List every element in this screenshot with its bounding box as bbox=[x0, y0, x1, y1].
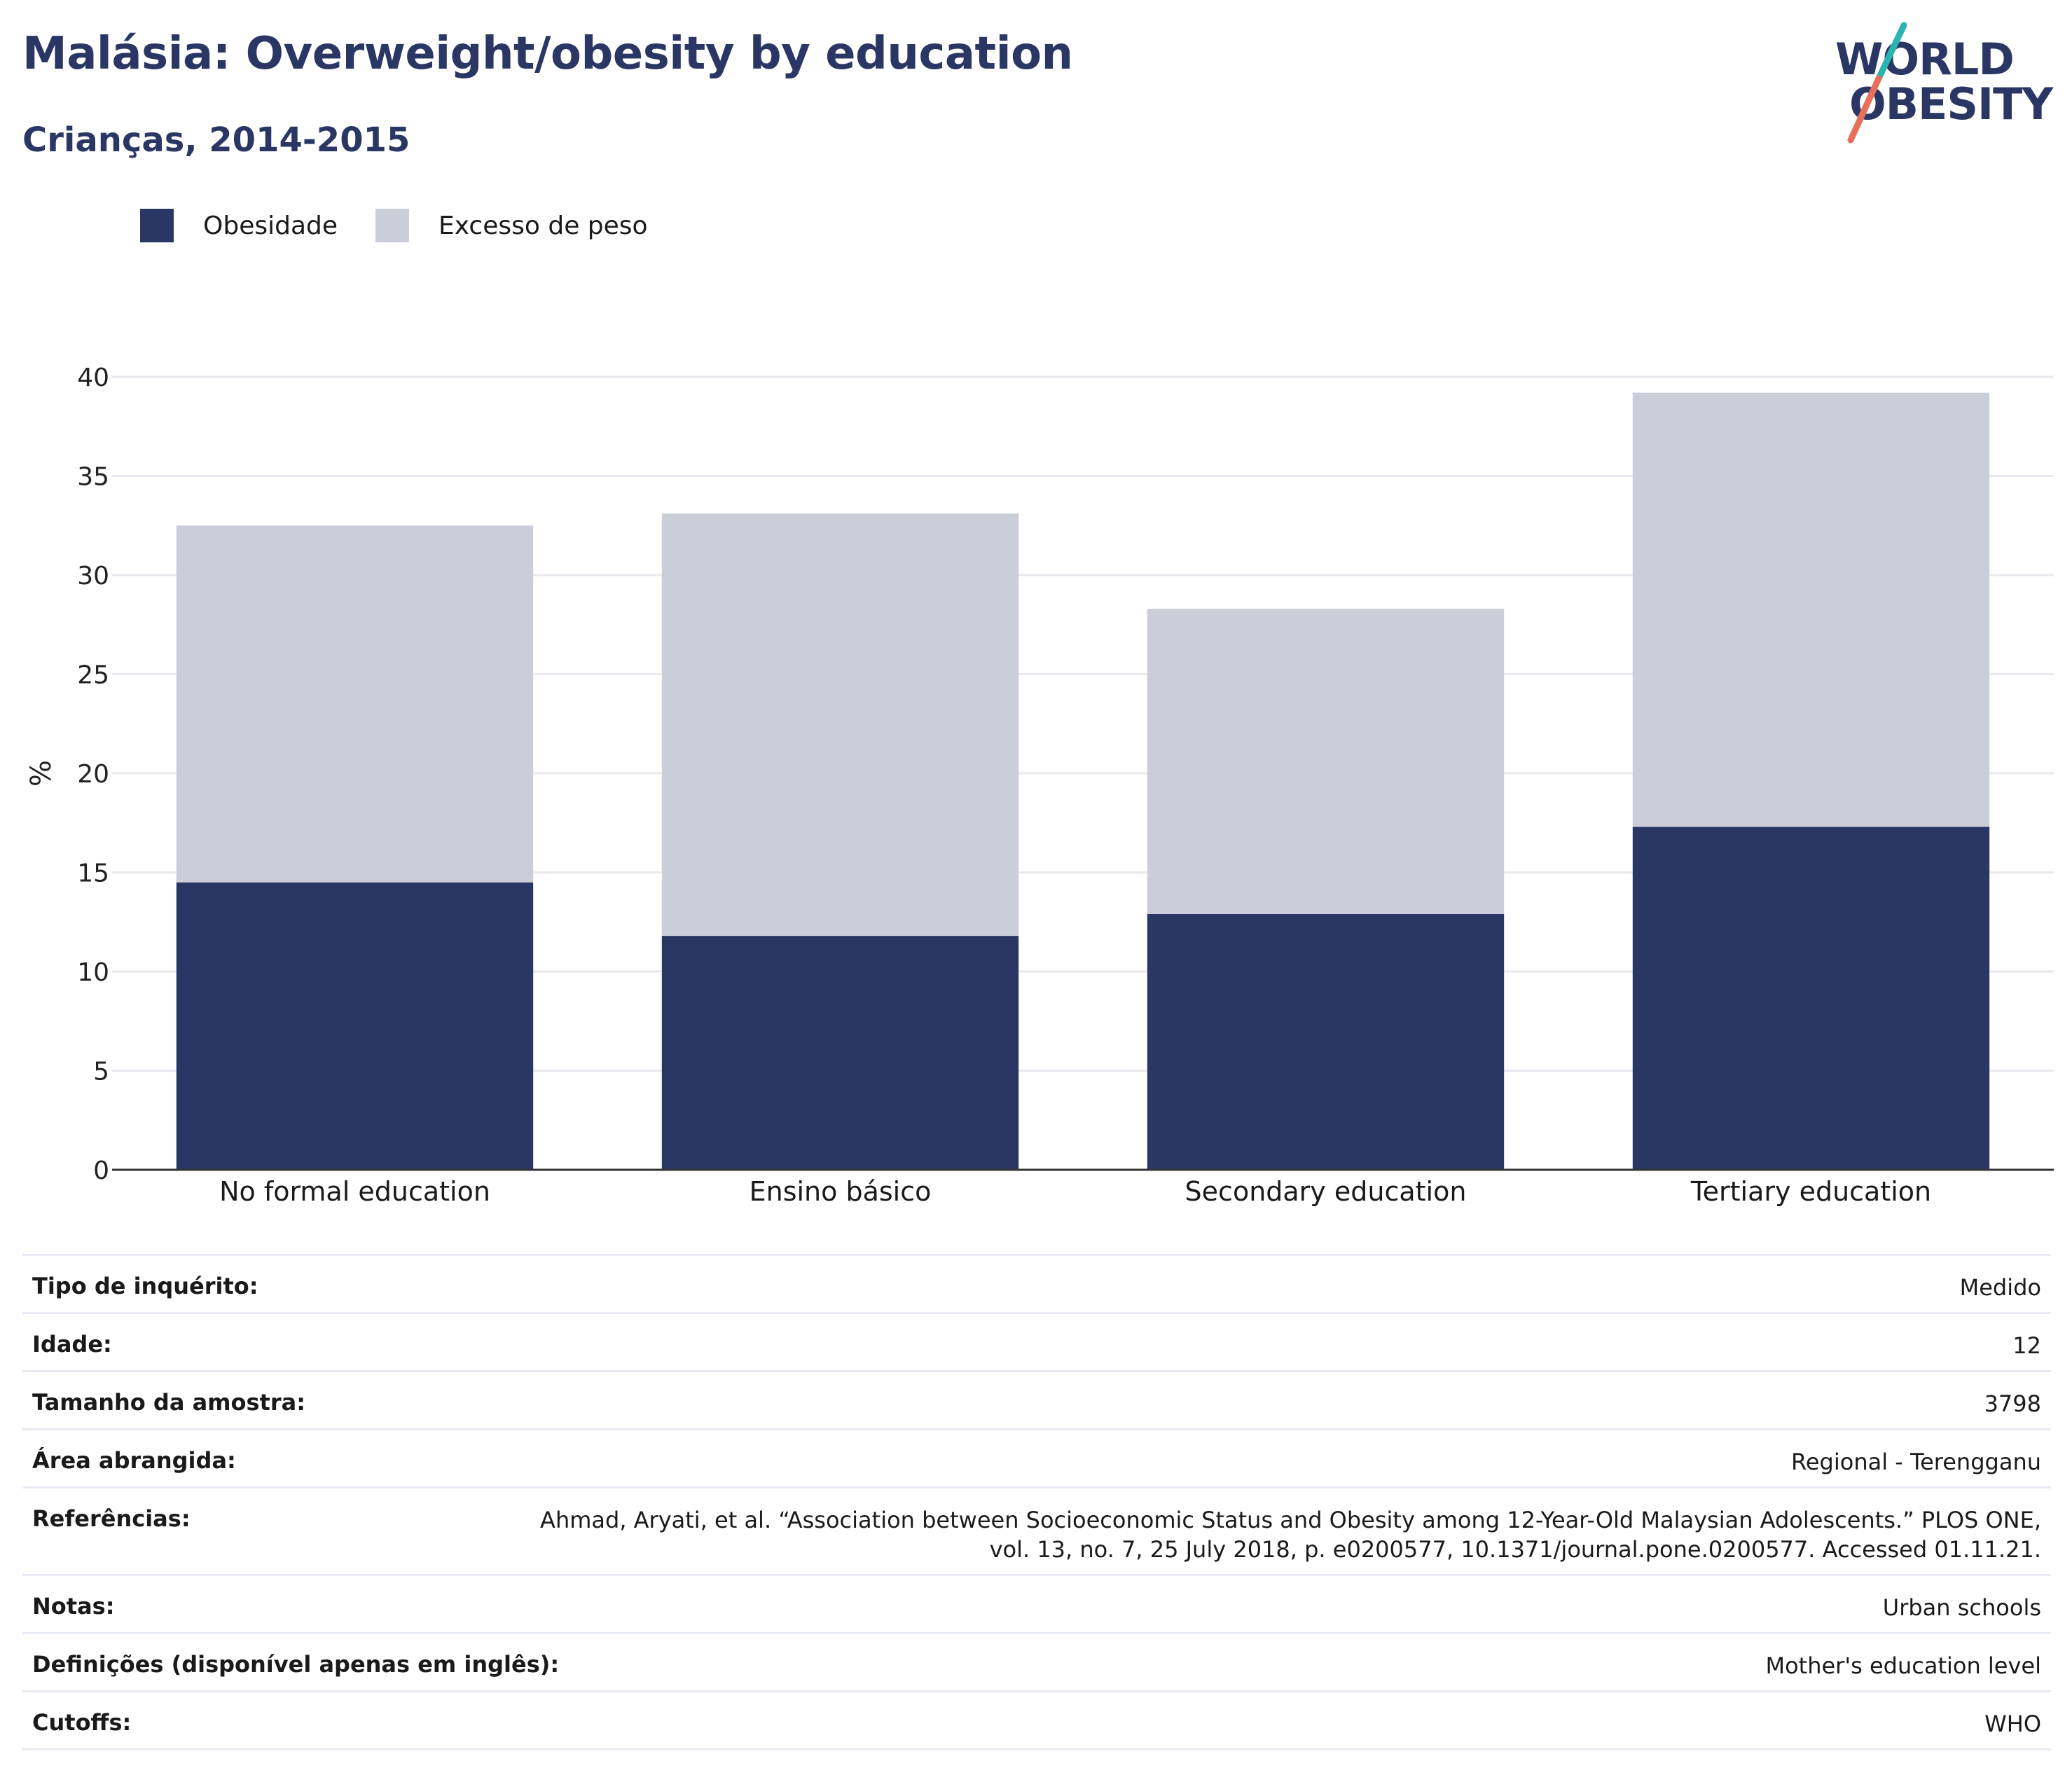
y-tick-label: 30 bbox=[77, 562, 109, 590]
stacked-bar-chart: 0 5 10 15 20 25 30 35 40% No formal education Ensi… bbox=[25, 364, 2054, 1207]
chart-subtitle: Crianças, 2014-2015 bbox=[22, 120, 410, 160]
meta-value: Mother's education level bbox=[1765, 1652, 2041, 1679]
meta-label: Definições (disponível apenas em inglês)… bbox=[32, 1651, 560, 1678]
meta-value: Medido bbox=[1959, 1274, 2041, 1301]
bar-obesity bbox=[1147, 913, 1505, 1170]
meta-label: Área abrangida: bbox=[32, 1447, 236, 1474]
bar-obesity bbox=[661, 936, 1019, 1170]
y-tick-label: 10 bbox=[77, 958, 109, 987]
bar-overweight bbox=[1147, 609, 1505, 914]
x-tick-label: Ensino básico bbox=[750, 1176, 932, 1207]
y-tick-label: 25 bbox=[77, 661, 109, 690]
bar-overweight bbox=[176, 525, 534, 883]
meta-label: Cutoffs: bbox=[32, 1709, 132, 1736]
y-tick-label: 15 bbox=[77, 859, 109, 888]
x-tick-label: No formal education bbox=[219, 1176, 490, 1207]
x-tick-label: Tertiary education bbox=[1690, 1176, 1931, 1207]
chart-title: Malásia: Overweight/obesity by education bbox=[22, 28, 1073, 80]
meta-value: Ahmad, Aryati, et al. “Association betwe… bbox=[540, 1505, 2041, 1564]
bar-overweight bbox=[1632, 392, 1990, 827]
y-tick-label: 35 bbox=[77, 463, 109, 492]
meta-row-age: Idade: 12 bbox=[22, 1312, 2051, 1370]
bar-obesity bbox=[1632, 827, 1990, 1170]
reference-line-2: vol. 13, no. 7, 25 July 2018, p. e020057… bbox=[989, 1536, 2041, 1563]
y-tick-label: 0 bbox=[93, 1156, 109, 1185]
meta-row-area: Área abrangida: Regional - Terengganu bbox=[22, 1428, 2051, 1486]
logo-line1: WORLD bbox=[1835, 34, 2015, 85]
meta-row-references: Referências: Ahmad, Aryati, et al. “Asso… bbox=[22, 1486, 2051, 1574]
meta-row-survey-type: Tipo de inquérito: Medido bbox=[22, 1254, 2051, 1312]
y-tick-label: 5 bbox=[93, 1058, 109, 1086]
meta-row-definitions: Definições (disponível apenas em inglês)… bbox=[22, 1632, 2051, 1690]
meta-value: WHO bbox=[1984, 1711, 2041, 1737]
meta-row-sample-size: Tamanho da amostra: 3798 bbox=[22, 1370, 2051, 1428]
legend-label-overweight: Excesso de peso bbox=[438, 212, 648, 240]
meta-value: Regional - Terengganu bbox=[1791, 1449, 2041, 1475]
y-tick-label: 20 bbox=[77, 760, 109, 789]
meta-label: Notas: bbox=[32, 1593, 115, 1619]
reference-line-1: Ahmad, Aryati, et al. “Association betwe… bbox=[540, 1507, 2041, 1533]
logo-slash-icon bbox=[1847, 22, 1907, 144]
meta-row-cutoffs: Cutoffs: WHO bbox=[22, 1690, 2051, 1750]
logo-line2: OBESITY bbox=[1849, 78, 2053, 130]
meta-value: 3798 bbox=[1984, 1390, 2041, 1417]
meta-label: Tipo de inquérito: bbox=[32, 1273, 258, 1299]
meta-value: Urban schools bbox=[1882, 1594, 2041, 1621]
meta-label: Referências: bbox=[32, 1505, 191, 1532]
meta-row-notes: Notas: Urban schools bbox=[22, 1574, 2051, 1632]
meta-label: Tamanho da amostra: bbox=[32, 1389, 305, 1416]
bar-overweight bbox=[661, 513, 1019, 937]
y-axis-label: % bbox=[25, 760, 57, 787]
y-tick-label: 40 bbox=[77, 364, 109, 392]
legend-label-obesity: Obesidade bbox=[203, 212, 338, 240]
metadata-table: Tipo de inquérito: Medido Idade: 12 Tama… bbox=[22, 1254, 2051, 1750]
world-obesity-logo: WORLD OBESITY bbox=[1821, 21, 2059, 147]
bar-obesity bbox=[176, 882, 534, 1170]
meta-value: 12 bbox=[2012, 1332, 2041, 1359]
x-tick-label: Secondary education bbox=[1185, 1176, 1467, 1207]
legend-swatch-overweight bbox=[375, 209, 409, 242]
meta-label: Idade: bbox=[32, 1331, 112, 1358]
legend-swatch-obesity bbox=[140, 209, 174, 242]
